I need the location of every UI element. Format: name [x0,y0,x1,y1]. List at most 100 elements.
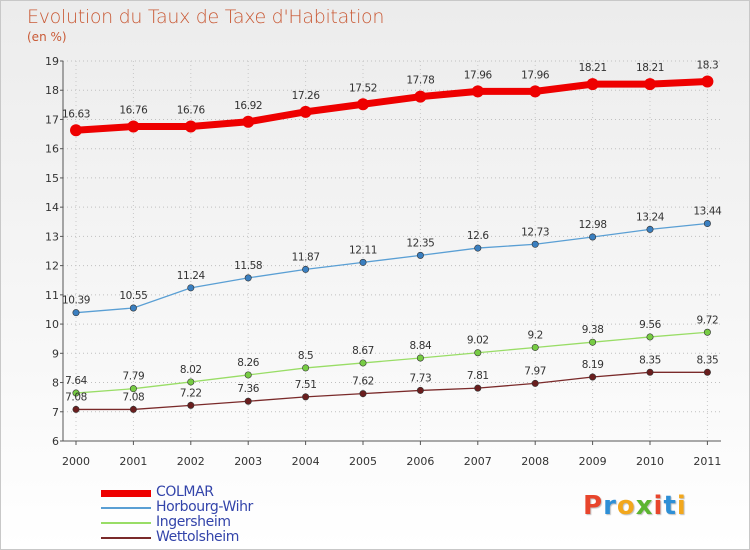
chart-subtitle: (en %) [27,30,67,44]
data-label-ingersheim: 9.2 [527,329,543,341]
data-point-wettolsheim [646,368,654,376]
data-label-horbourg-wihr: 12.6 [467,230,489,242]
data-point-horbourg-wihr [589,233,597,241]
x-tick-label: 2010 [636,455,664,468]
logo-letter: P [583,491,604,521]
data-label-horbourg-wihr: 12.11 [349,244,377,256]
data-point-wettolsheim [129,405,137,413]
data-point-colmar [357,98,369,111]
data-point-ingersheim [72,389,80,397]
y-tick-label: 17 [45,113,59,126]
data-label-colmar: 18.21 [579,62,607,74]
series-line-colmar [72,77,711,134]
legend-swatch-wettolsheim [101,537,151,539]
data-point-colmar [70,124,82,137]
data-point-horbourg-wihr [187,284,195,292]
x-tick-label: 2002 [177,455,205,468]
x-tick-label: 2004 [292,455,320,468]
data-label-colmar: 17.96 [464,69,493,81]
legend-label-ingersheim: Ingersheim [156,514,231,530]
axis-layer: 6 7 8 9 10 11 12 13 14 15 16 17 18 19 2000 2001 2002 2003… [45,55,721,468]
data-point-ingersheim [129,385,137,393]
data-label-colmar: 17.96 [521,69,550,81]
legend-item-colmar: COLMAR [101,485,401,500]
proxiti-logo: Proxiti [583,491,687,521]
series-layer [70,75,714,413]
y-tick-label: 11 [45,289,59,302]
data-label-wettolsheim: 7.73 [410,372,432,384]
data-point-wettolsheim [359,390,367,398]
data-point-horbourg-wihr [72,309,80,317]
y-tick-label: 13 [45,230,59,243]
x-tick-label: 2000 [62,455,90,468]
data-label-horbourg-wihr: 13.44 [693,206,722,218]
x-tick-label: 2009 [579,455,607,468]
legend-label-wettolsheim: Wettolsheim [156,529,239,545]
data-point-horbourg-wihr [302,265,310,273]
data-label-wettolsheim: 8.35 [639,354,661,366]
y-tick-label: 8 [52,377,59,390]
data-point-ingersheim [187,378,195,386]
data-point-wettolsheim [187,401,195,409]
y-tick-label: 16 [45,143,59,156]
x-tick-label: 2007 [464,455,492,468]
legend-item-horbourg-wihr: Horbourg-Wihr [101,500,401,515]
y-tick-label: 10 [45,318,59,331]
data-point-horbourg-wihr [416,251,424,259]
data-point-ingersheim [646,333,654,341]
logo-letter: r [603,491,617,521]
data-point-wettolsheim [531,379,539,387]
data-label-ingersheim: 8.5 [298,350,314,362]
y-tick-label: 19 [45,55,59,68]
data-label-horbourg-wihr: 12.35 [406,237,434,249]
data-label-colmar: 16.76 [119,104,148,116]
y-tick-label: 9 [52,347,59,360]
legend-swatch-horbourg-wihr [101,507,151,509]
data-point-colmar [471,85,484,98]
data-label-colmar: 17.78 [406,75,434,87]
data-label-ingersheim: 9.02 [467,335,489,347]
data-label-horbourg-wihr: 11.24 [177,270,206,282]
data-point-horbourg-wihr [531,240,539,248]
data-point-horbourg-wihr [646,225,654,233]
series-line-horbourg-wihr [75,222,708,314]
data-label-wettolsheim: 7.81 [467,370,489,382]
y-tick-label: 18 [45,84,59,97]
data-label-colmar: 18.21 [636,62,664,74]
data-point-wettolsheim [302,393,310,401]
data-point-wettolsheim [72,405,80,413]
data-label-ingersheim: 7.79 [123,371,145,383]
data-point-ingersheim [302,364,310,372]
data-point-ingersheim [474,349,482,357]
y-tick-label: 7 [52,406,59,419]
data-label-colmar: 16.63 [62,108,90,120]
data-point-ingersheim [703,328,711,336]
legend-swatch-colmar [101,489,151,497]
data-label-horbourg-wihr: 10.39 [62,295,90,307]
data-point-horbourg-wihr [244,274,252,282]
data-label-ingersheim: 8.67 [352,345,374,357]
legend-item-wettolsheim: Wettolsheim [101,530,401,545]
data-point-ingersheim [416,354,424,362]
logo-letter: o [616,491,636,521]
data-label-ingersheim: 9.56 [639,319,661,331]
data-label-horbourg-wihr: 12.98 [579,219,607,231]
data-label-wettolsheim: 7.51 [295,379,317,391]
data-point-horbourg-wihr [359,258,367,266]
x-tick-label: 2005 [349,455,377,468]
data-label-horbourg-wihr: 11.87 [292,251,320,263]
data-point-wettolsheim [474,384,482,392]
data-point-colmar [299,105,312,118]
data-label-wettolsheim: 7.22 [180,387,202,399]
data-point-horbourg-wihr [703,220,711,228]
data-point-colmar [529,85,542,98]
logo-letter: x [635,491,654,521]
y-tick-label: 15 [45,172,59,185]
series-line-wettolsheim [76,371,708,411]
data-label-wettolsheim: 8.19 [582,359,604,371]
legend-swatch-ingersheim [101,522,151,524]
x-tick-label: 2011 [693,455,721,468]
series-line-ingersheim [75,331,708,394]
y-tick-label: 14 [45,201,59,214]
